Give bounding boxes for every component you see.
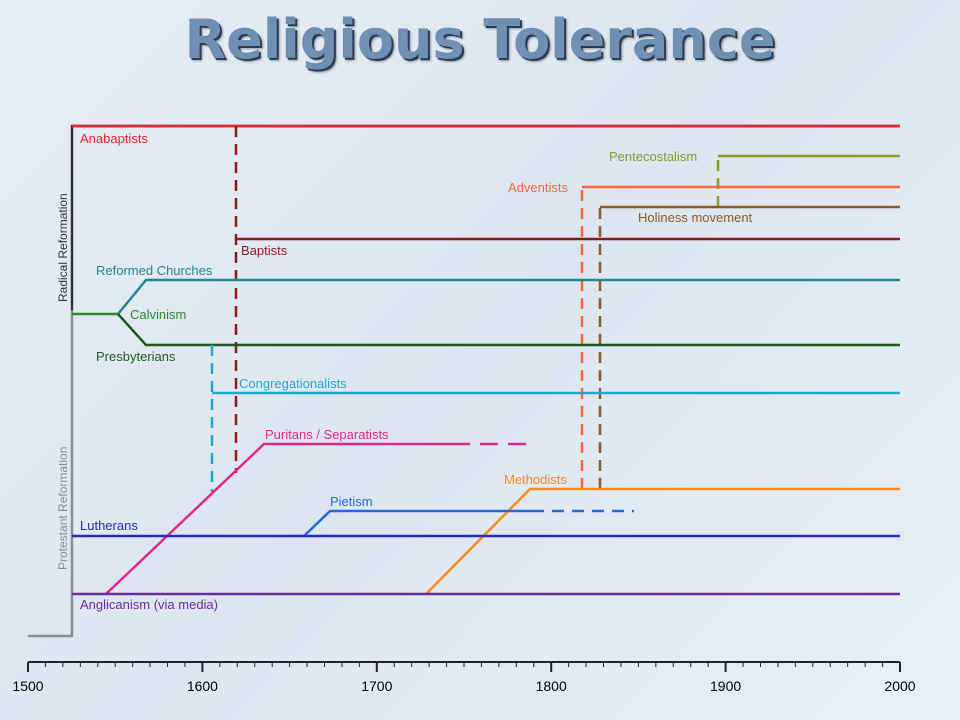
label-pietism: Pietism [330, 494, 373, 509]
label-adventists: Adventists [508, 180, 568, 195]
label-baptists: Baptists [241, 243, 288, 258]
label-pentecostalism: Pentecostalism [609, 149, 697, 164]
label-congregationalists: Congregationalists [239, 376, 347, 391]
x-tick-label: 1500 [12, 678, 43, 694]
reformed-churches-line [117, 278, 900, 315]
x-tick-label: 1700 [361, 678, 392, 694]
x-tick-label: 1600 [187, 678, 218, 694]
label-anabaptists: Anabaptists [80, 131, 148, 146]
x-tick-label: 1800 [536, 678, 567, 694]
label-lutherans: Lutherans [80, 518, 138, 533]
methodists-line [425, 487, 900, 595]
label-calvinism: Calvinism [130, 307, 186, 322]
radical-reformation-bracket [70, 124, 900, 310]
label-presbyterians: Presbyterians [96, 349, 176, 364]
presbyterians-line [117, 313, 900, 347]
label-radical-reformation: Radical Reformation [56, 193, 70, 302]
label-methodists: Methodists [504, 472, 567, 487]
pietism-line [303, 509, 532, 537]
page-title: Religious Tolerance [184, 8, 776, 71]
label-puritans-separatists: Puritans / Separatists [265, 427, 389, 442]
label-holiness-movement: Holiness movement [638, 210, 753, 225]
label-reformed-churches: Reformed Churches [96, 263, 213, 278]
x-tick-label: 1900 [710, 678, 741, 694]
protestant-reformation-bracket [28, 310, 74, 638]
puritans-line [105, 442, 452, 595]
x-tick-label: 2000 [884, 678, 915, 694]
label-anglicanism: Anglicanism (via media) [80, 597, 218, 612]
label-protestant-reformation: Protestant Reformation [56, 447, 70, 570]
x-axis-ticks: 1500 1600 1700 1800 1900 2000 [12, 662, 916, 694]
